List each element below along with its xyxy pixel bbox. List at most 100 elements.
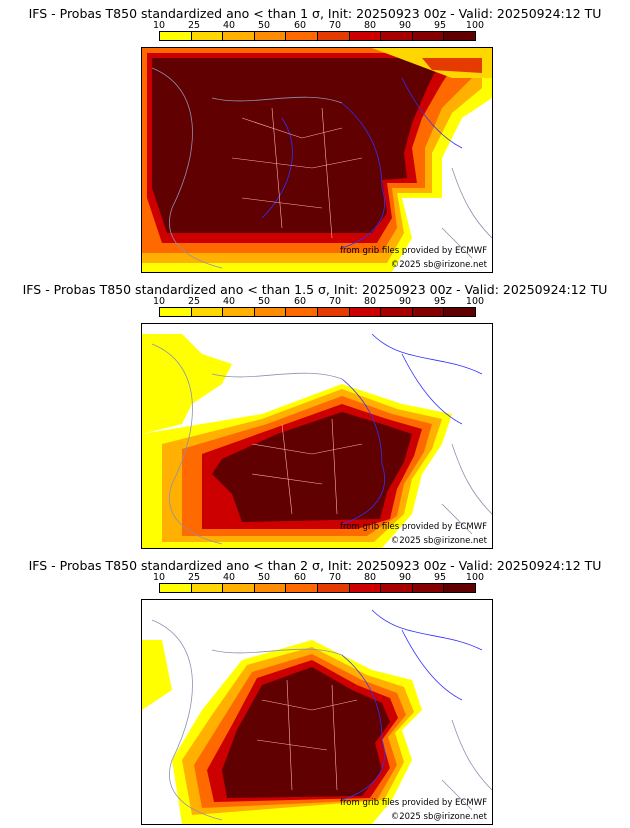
probability-area: [212, 412, 412, 522]
scale-swatch: [160, 308, 192, 316]
color-scale-labels: 10 25 40 50 60 70 80 90 95 100: [145, 296, 495, 308]
color-scale-bar: [159, 31, 476, 41]
coastline: [441, 167, 492, 259]
scale-swatch: [223, 584, 255, 592]
data-provider-credit: from grib files provided by ECMWF: [340, 798, 487, 808]
scale-swatch: [286, 308, 318, 316]
region-borders: [231, 107, 363, 239]
country-border: [401, 353, 463, 425]
scale-swatch: [254, 308, 287, 316]
country-border: [401, 77, 463, 149]
panel-2: IFS - Probas T850 standardized ano < tha…: [0, 276, 630, 552]
country-border: [371, 609, 483, 651]
probability-area: [152, 58, 442, 233]
scale-label: 90: [398, 572, 412, 583]
scale-label: 25: [187, 572, 201, 583]
copyright-credit: ©2025 sb@irizone.net: [390, 536, 487, 546]
scale-swatch: [381, 584, 413, 592]
scale-label: 95: [433, 572, 447, 583]
scale-label: 80: [363, 296, 377, 307]
panel-1: IFS - Probas T850 standardized ano < tha…: [0, 0, 630, 276]
scale-label: 25: [187, 296, 201, 307]
scale-label: 40: [222, 296, 236, 307]
panel-title: IFS - Probas T850 standardized ano < tha…: [28, 6, 602, 21]
scale-label: 60: [293, 296, 307, 307]
scale-label: 10: [152, 20, 166, 31]
color-scale-bar: [159, 307, 476, 317]
scale-label: 70: [328, 296, 342, 307]
scale-swatch: [317, 308, 350, 316]
scale-swatch: [286, 32, 318, 40]
map-graphic: [142, 48, 492, 272]
scale-swatch: [223, 308, 255, 316]
probability-map: from grib files provided by ECMWF ©2025 …: [141, 47, 493, 273]
scale-swatch: [444, 584, 475, 592]
region-borders: [256, 679, 358, 791]
scale-label: 25: [187, 20, 201, 31]
scale-swatch: [317, 32, 350, 40]
coastline: [211, 372, 343, 380]
probability-area: [222, 667, 390, 798]
map-graphic: [142, 600, 492, 824]
scale-label: 50: [257, 296, 271, 307]
scale-label: 40: [222, 20, 236, 31]
copyright-credit: ©2025 sb@irizone.net: [390, 260, 487, 270]
scale-label: 60: [293, 20, 307, 31]
scale-swatch: [160, 584, 192, 592]
scale-swatch: [444, 308, 475, 316]
coastline: [151, 343, 223, 545]
scale-swatch: [191, 584, 224, 592]
coastline: [211, 96, 343, 104]
scale-label: 80: [363, 572, 377, 583]
country-border: [341, 654, 385, 801]
country-border: [371, 333, 483, 375]
scale-swatch: [412, 584, 445, 592]
probability-map: from grib files provided by ECMWF ©2025 …: [141, 599, 493, 825]
scale-swatch: [349, 32, 382, 40]
data-provider-credit: from grib files provided by ECMWF: [340, 246, 487, 256]
scale-swatch: [160, 32, 192, 40]
scale-swatch: [412, 308, 445, 316]
scale-label: 90: [398, 20, 412, 31]
coastline: [441, 443, 492, 535]
country-border: [341, 378, 385, 525]
coastline: [151, 619, 223, 821]
scale-swatch: [191, 308, 224, 316]
coastline: [441, 719, 492, 811]
scale-swatch: [254, 32, 287, 40]
scale-swatch: [317, 584, 350, 592]
scale-label: 90: [398, 296, 412, 307]
scale-swatch: [254, 584, 287, 592]
probability-area: [142, 640, 172, 710]
scale-label: 60: [293, 572, 307, 583]
probability-area: [142, 334, 232, 434]
probability-map: from grib files provided by ECMWF ©2025 …: [141, 323, 493, 549]
country-border: [341, 102, 385, 249]
scale-label: 95: [433, 20, 447, 31]
scale-swatch: [286, 584, 318, 592]
scale-swatch: [381, 308, 413, 316]
region-borders: [251, 418, 363, 515]
coastline: [151, 67, 223, 269]
scale-label: 100: [465, 296, 485, 307]
scale-label: 100: [465, 20, 485, 31]
coastline: [211, 648, 343, 656]
scale-swatch: [349, 308, 382, 316]
country-border: [401, 629, 463, 701]
scale-swatch: [381, 32, 413, 40]
scale-swatch: [191, 32, 224, 40]
color-scale-bar: [159, 583, 476, 593]
probability-area: [422, 58, 482, 73]
scale-swatch: [349, 584, 382, 592]
color-scale-labels: 10 25 40 50 60 70 80 90 95 100: [145, 572, 495, 584]
scale-label: 40: [222, 572, 236, 583]
data-provider-credit: from grib files provided by ECMWF: [340, 522, 487, 532]
scale-label: 80: [363, 20, 377, 31]
country-border: [261, 117, 293, 219]
scale-label: 10: [152, 572, 166, 583]
scale-label: 50: [257, 572, 271, 583]
copyright-credit: ©2025 sb@irizone.net: [390, 812, 487, 822]
map-graphic: [142, 324, 492, 548]
scale-label: 100: [465, 572, 485, 583]
panel-title: IFS - Probas T850 standardized ano < tha…: [28, 558, 602, 573]
